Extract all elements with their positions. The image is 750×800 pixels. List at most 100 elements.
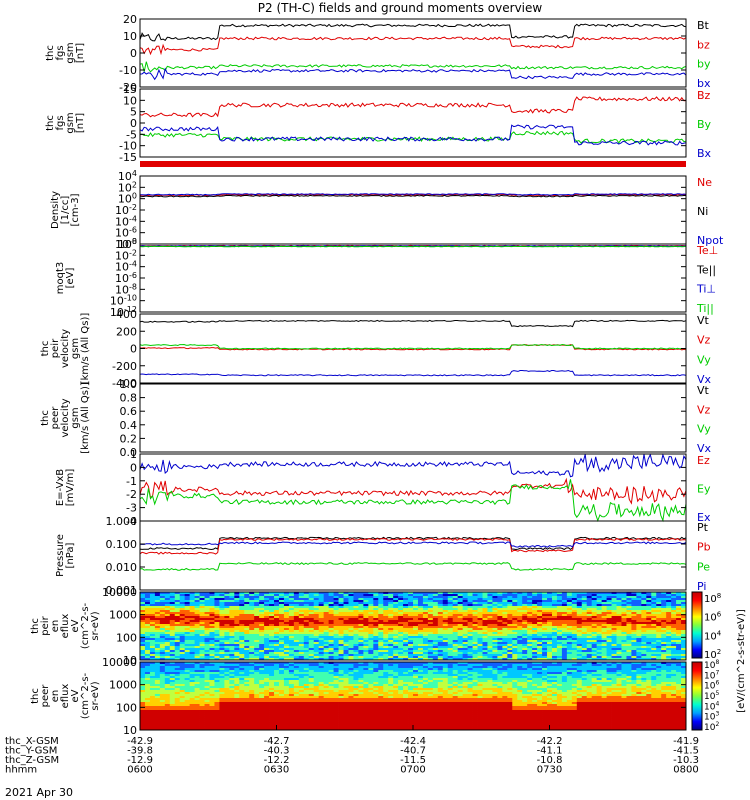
spectrogram-cell — [556, 626, 563, 629]
spectrogram-cell — [383, 622, 389, 625]
spectrogram-cell — [229, 598, 235, 601]
spectrogram-cell — [611, 596, 617, 599]
spectrogram-cell — [288, 670, 295, 673]
spectrogram-cell — [308, 616, 315, 619]
spectrogram-cell — [278, 644, 285, 647]
spectrogram-cell — [482, 658, 488, 661]
spectrogram-cell — [507, 604, 513, 607]
spectrogram-cell — [338, 646, 344, 649]
spectrogram-cell — [303, 646, 310, 649]
spectrogram-cell — [338, 664, 344, 667]
spectrogram-cell — [189, 612, 195, 615]
spectrogram-cell — [164, 632, 171, 635]
spectrogram-cell — [184, 626, 191, 629]
spectrogram-cell — [234, 598, 240, 601]
spectrogram-cell — [313, 678, 320, 681]
spectrogram-cell — [447, 598, 454, 601]
spectrogram-cell — [254, 598, 260, 601]
spectrogram-cell — [393, 602, 399, 605]
spectrogram-cell — [417, 640, 424, 643]
spectrogram-cell — [234, 604, 240, 607]
spectrogram-cell — [288, 632, 295, 635]
spectrogram-cell — [606, 620, 612, 623]
spectrogram-cell — [328, 622, 334, 625]
spectrogram-cell — [338, 612, 344, 615]
spectrogram-cell — [532, 592, 538, 595]
spectrogram-cell — [467, 606, 473, 609]
spectrogram-cell — [601, 638, 607, 641]
spectrogram-cell — [383, 596, 389, 599]
spectrogram-cell — [303, 630, 310, 633]
spectrogram-cell — [234, 662, 240, 665]
spectrogram-cell — [616, 616, 622, 619]
spectrogram-cell — [408, 656, 414, 659]
spectrogram-cell — [512, 668, 518, 671]
spectrogram-cell — [636, 666, 642, 669]
spectrogram-cell — [556, 620, 563, 623]
spectrogram-cell — [611, 618, 617, 621]
spectrogram-cell — [283, 668, 290, 671]
spectrogram-cell — [169, 606, 176, 609]
spectrogram-cell — [313, 592, 320, 595]
spectrogram-cell — [274, 598, 280, 601]
spectrogram-cell — [547, 672, 553, 675]
spectrogram-cell — [447, 672, 454, 675]
spectrogram-cell — [631, 592, 637, 595]
spectrogram-cell — [586, 614, 593, 617]
spectrogram-cell — [457, 650, 464, 653]
spectrogram-cell — [164, 630, 171, 633]
spectrogram-cell — [278, 632, 285, 635]
spectrogram-cell — [209, 636, 215, 639]
spectrogram-cell — [274, 664, 280, 667]
spectrogram-cell — [497, 654, 503, 657]
spectrogram-cell — [274, 620, 280, 623]
spectrogram-cell — [681, 650, 687, 653]
spectrogram-cell — [507, 628, 513, 631]
spectrogram-cell — [373, 626, 379, 629]
spectrogram-cell — [259, 594, 265, 597]
spectrogram-cell — [472, 626, 478, 629]
spectrogram-cell — [179, 622, 186, 625]
spectrogram-cell — [492, 640, 498, 643]
spectrogram-cell — [422, 616, 429, 619]
spectrogram-cell — [169, 596, 176, 599]
spectrogram-cell — [417, 670, 424, 673]
spectrogram-cell — [422, 650, 429, 653]
spectrogram-cell — [140, 632, 146, 635]
spectrogram-cell — [194, 658, 200, 661]
spectrogram-cell — [517, 614, 523, 617]
spectrogram-cell — [611, 594, 617, 597]
y-axis-label: thc — [30, 618, 41, 634]
spectrogram-cell — [487, 656, 493, 659]
spectrogram-cell — [254, 602, 260, 605]
spectrogram-cell — [646, 662, 652, 665]
spectrogram-cell — [601, 598, 607, 601]
spectrogram-cell — [274, 592, 280, 595]
spectrogram-cell — [641, 658, 647, 661]
spectrogram-cell — [507, 622, 513, 625]
spectrogram-cell — [224, 664, 230, 667]
spectrogram-cell — [229, 676, 235, 679]
spectrogram-cell — [348, 602, 354, 605]
spectrogram-cell — [264, 646, 270, 649]
spectrogram-cell — [442, 618, 449, 621]
spectrogram-cell — [601, 668, 607, 671]
spectrogram-cell — [244, 670, 250, 673]
spectrogram-cell — [427, 622, 434, 625]
spectrogram-cell — [437, 664, 444, 667]
spectrogram-cell — [244, 620, 250, 623]
spectrogram-cell — [333, 670, 339, 673]
spectrogram-cell — [561, 630, 568, 633]
spectrogram-cell — [199, 632, 205, 635]
spectrogram-cell — [393, 616, 399, 619]
spectrogram-cell — [626, 618, 632, 621]
spectrogram-cell — [581, 640, 588, 643]
spectrogram-cell — [417, 678, 424, 681]
spectrogram-cell — [318, 618, 325, 621]
spectrogram-cell — [472, 606, 478, 609]
spectrogram-cell — [576, 608, 583, 611]
spectrogram-cell — [502, 598, 508, 601]
spectrogram-cell — [179, 670, 186, 673]
spectrogram-cell — [497, 620, 503, 623]
spectrogram-cell — [328, 674, 334, 677]
